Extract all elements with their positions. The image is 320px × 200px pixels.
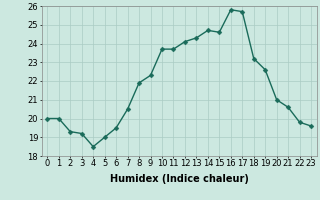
- X-axis label: Humidex (Indice chaleur): Humidex (Indice chaleur): [110, 174, 249, 184]
